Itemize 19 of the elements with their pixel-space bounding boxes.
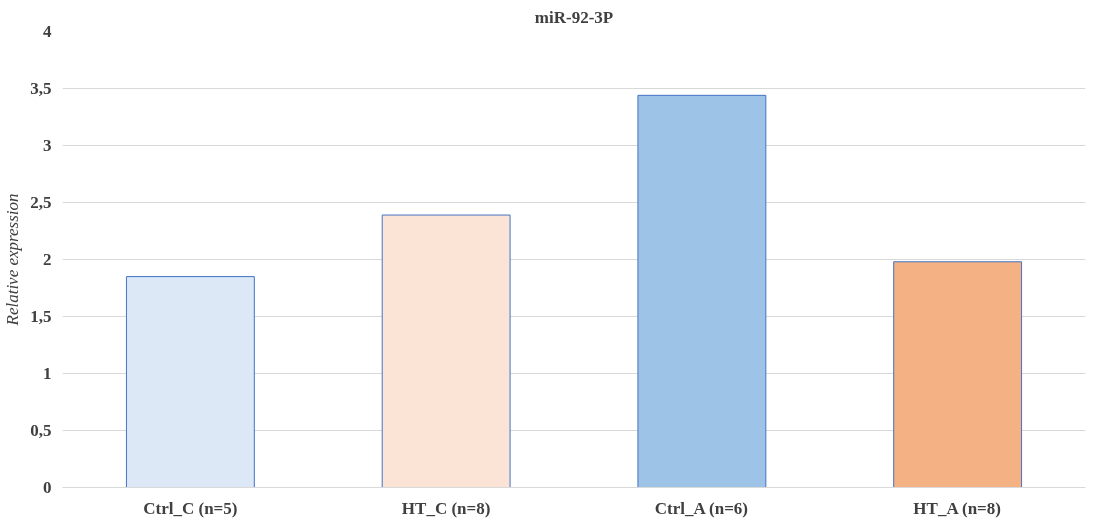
y-tick-label: 2,5: [30, 193, 52, 212]
bar: [637, 94, 767, 488]
chart-title: miR-92-3P: [534, 7, 614, 27]
y-tick-label: 4: [43, 22, 52, 41]
y-tick-label: 1: [43, 364, 52, 383]
x-tick-label: HT_A (n=8): [913, 498, 1001, 518]
bar: [893, 261, 1023, 488]
x-tick-label: Ctrl_A (n=6): [654, 498, 749, 518]
y-axis-title: Relative expression: [3, 193, 23, 327]
y-tick-label: 3: [43, 136, 52, 155]
bar: [125, 276, 255, 488]
bar: [381, 214, 511, 488]
x-tick-label: HT_C (n=8): [401, 498, 491, 518]
y-tick-label: 2: [43, 250, 52, 269]
y-tick-label: 0,5: [30, 421, 52, 440]
y-tick-label: 0: [43, 478, 52, 497]
x-tick-label: Ctrl_C (n=5): [143, 498, 238, 518]
y-tick-label: 1,5: [30, 307, 52, 326]
y-tick-label: 3,5: [30, 79, 52, 98]
